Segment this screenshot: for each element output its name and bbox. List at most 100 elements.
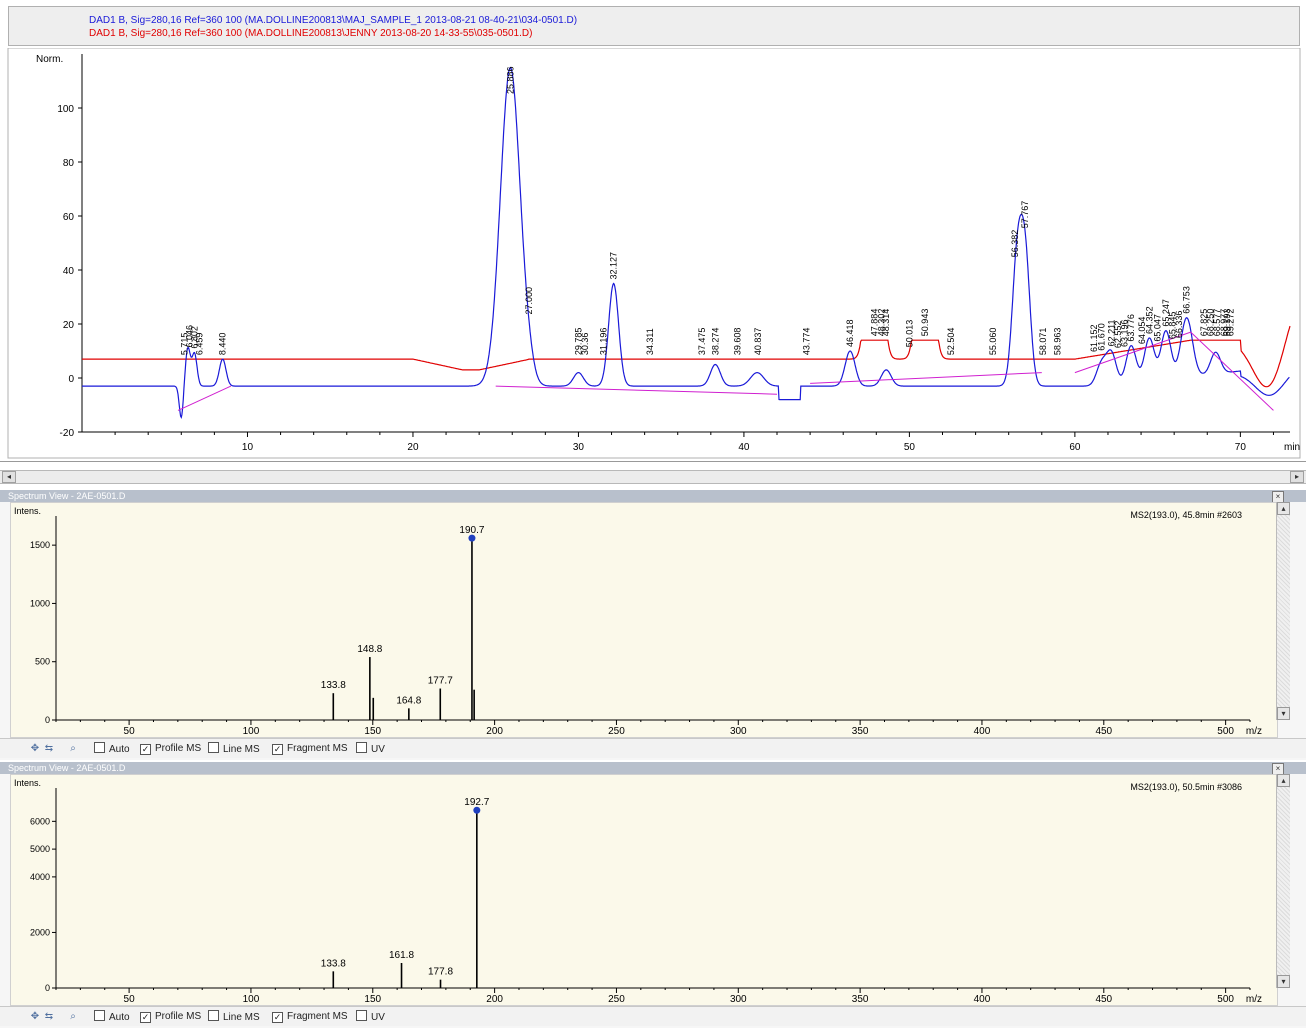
peak-label: 37.475 (697, 328, 707, 356)
fragment-ms-label: Fragment MS (287, 1011, 348, 1022)
peak-label: 66.753 (1182, 286, 1192, 314)
spectrum-1-uv-checkbox[interactable]: UV (356, 742, 385, 756)
spectrum-1-line-ms-checkbox[interactable]: Line MS (208, 742, 260, 756)
link-icon[interactable]: ⇆ (44, 1011, 54, 1022)
x-tick-label: 30 (573, 442, 585, 453)
y-tick-label: 500 (35, 657, 50, 667)
x-tick-label: 250 (608, 994, 625, 1005)
peak-label: 46.418 (845, 319, 855, 347)
y-tick-label: 80 (63, 158, 75, 169)
peak-label: 61.152 (1089, 324, 1099, 352)
peak-label: 52.504 (946, 328, 956, 356)
x-tick-label: 450 (1095, 726, 1112, 737)
auto-checkbox-box[interactable] (94, 1010, 105, 1021)
spectrum-info: MS2(193.0), 45.8min #2603 (1130, 510, 1242, 520)
profile-ms-checkbox-box[interactable]: ✓ (140, 744, 151, 755)
spectrum-1-tools: ✥ ⇆ (28, 742, 56, 756)
spectrum-2-zoom-tool[interactable]: ⌕ (66, 1010, 80, 1024)
y-tick-label: 60 (63, 212, 75, 223)
spectrum-2-uv-checkbox[interactable]: UV (356, 1010, 385, 1024)
auto-label: Auto (109, 1012, 130, 1023)
spectrum-2-plot[interactable]: Intens. m/z MS2(193.0), 50.5min #3086 6000 5… (0, 774, 1280, 1010)
zoom-arrows-icon[interactable]: ✥ (30, 743, 40, 754)
peak-label: 62.552 (1113, 321, 1123, 349)
spectrum-2-plot-area (10, 774, 1278, 1006)
fragment-ms-checkbox-box[interactable]: ✓ (272, 1012, 283, 1023)
spectrum-view-2: Spectrum View - 2AE-0501.D × Intens. m/z M… (0, 762, 1306, 1028)
magnifier-icon[interactable]: ⌕ (70, 743, 76, 754)
peak-label: 50.013 (904, 320, 914, 348)
peak-label: 58.071 (1038, 328, 1048, 356)
peak-label: 31.196 (598, 328, 608, 356)
spectrum-2-scroll-up[interactable]: ▴ (1277, 774, 1290, 787)
chromatogram-frame (7, 48, 1301, 459)
spectrum-2-fragment-ms-checkbox[interactable]: ✓ Fragment MS (272, 1010, 348, 1024)
spectrum-1-fragment-ms-checkbox[interactable]: ✓ Fragment MS (272, 742, 348, 756)
x-tick-label: 400 (974, 994, 991, 1005)
peak-label: 68.250 (1206, 309, 1216, 337)
peak-label: 63.776 (1126, 314, 1136, 342)
x-unit-label: m/z (1246, 726, 1262, 737)
spectrum-1-auto-checkbox[interactable]: Auto (94, 742, 130, 756)
spectrum-view-2-close-button[interactable]: × (1272, 763, 1284, 775)
x-tick-label: 20 (407, 442, 419, 453)
spectrum-2-vertical-scrollbar[interactable]: ▴ ▾ (1276, 774, 1290, 988)
link-icon[interactable]: ⇆ (44, 743, 54, 754)
peak-label: 40.837 (753, 328, 763, 356)
spectrum-2-line-ms-checkbox[interactable]: Line MS (208, 1010, 260, 1024)
spectrum-1-toolbar: ✥ ⇆ ⌕ Auto ✓ Profile MS Line MS ✓ Fragment … (0, 738, 1306, 758)
line-ms-label: Line MS (223, 1012, 260, 1023)
spectrum-2-auto-checkbox[interactable]: Auto (94, 1010, 130, 1024)
spectrum-1-scroll-down[interactable]: ▾ (1277, 707, 1290, 720)
spectrum-2-profile-ms-checkbox[interactable]: ✓ Profile MS (140, 1010, 201, 1024)
profile-ms-checkbox-box[interactable]: ✓ (140, 1012, 151, 1023)
peak-label: 64.054 (1137, 317, 1147, 345)
peak-label: 29.785 (573, 328, 583, 356)
line-ms-checkbox-box[interactable] (208, 1010, 219, 1021)
y-axis-label: Intens. (14, 778, 41, 788)
y-tick-label: 0 (68, 374, 74, 385)
x-tick-label: 150 (364, 726, 381, 737)
x-unit-label: min (1284, 442, 1300, 453)
spectrum-1-profile-ms-checkbox[interactable]: ✓ Profile MS (140, 742, 201, 756)
horizontal-scrollbar[interactable]: ◂ ▸ (0, 470, 1306, 484)
scroll-left-button[interactable]: ◂ (2, 471, 16, 483)
peak-label: 32.127 (609, 252, 619, 280)
auto-checkbox-box[interactable] (94, 742, 105, 753)
y-tick-label: 6000 (30, 816, 50, 826)
zoom-arrows-icon[interactable]: ✥ (30, 1011, 40, 1022)
chromatogram-plot[interactable]: Norm. min 100 80 60 40 20 0 -20 10 20 30 40 50 60 70 5.7… (0, 48, 1306, 468)
uv-label: UV (371, 1012, 385, 1023)
uv-checkbox-box[interactable] (356, 742, 367, 753)
peak-label: 55.060 (988, 328, 998, 356)
peak-label: 39.608 (732, 328, 742, 356)
line-ms-checkbox-box[interactable] (208, 742, 219, 753)
uv-label: UV (371, 744, 385, 755)
peak-label: 57.767 (1020, 201, 1030, 229)
integration-baseline (810, 372, 1042, 384)
x-tick-label: 150 (364, 994, 381, 1005)
spectrum-2-scroll-down[interactable]: ▾ (1277, 975, 1290, 988)
scroll-right-button[interactable]: ▸ (1290, 471, 1304, 483)
integration-baseline (495, 385, 778, 395)
y-tick-label: 1000 (30, 598, 50, 608)
spectrum-1-zoom-tool[interactable]: ⌕ (66, 742, 80, 756)
spectrum-1-vertical-scrollbar[interactable]: ▴ ▾ (1276, 502, 1290, 720)
y-tick-label: -20 (60, 428, 75, 439)
peak-label: 6.459 (194, 333, 204, 356)
spectrum-view-1-close-button[interactable]: × (1272, 491, 1284, 503)
spectrum-1-scroll-up[interactable]: ▴ (1277, 502, 1290, 515)
fragment-ms-checkbox-box[interactable]: ✓ (272, 744, 283, 755)
uv-checkbox-box[interactable] (356, 1010, 367, 1021)
peak-label: 64.352 (1144, 306, 1154, 334)
x-tick-label: 100 (243, 994, 260, 1005)
y-tick-label: 2000 (30, 927, 50, 937)
spectrum-view-1: Spectrum View - 2AE-0501.D × Intens. m/z M… (0, 490, 1306, 760)
peak-label: 68.577 (1212, 309, 1222, 337)
peak-label: 6.046 (185, 325, 195, 348)
spectrum-view-1-title: Spectrum View - 2AE-0501.D (0, 490, 1306, 502)
peak-label: 48.314 (881, 309, 891, 337)
magnifier-icon[interactable]: ⌕ (70, 1011, 76, 1022)
x-tick-label: 500 (1217, 726, 1234, 737)
